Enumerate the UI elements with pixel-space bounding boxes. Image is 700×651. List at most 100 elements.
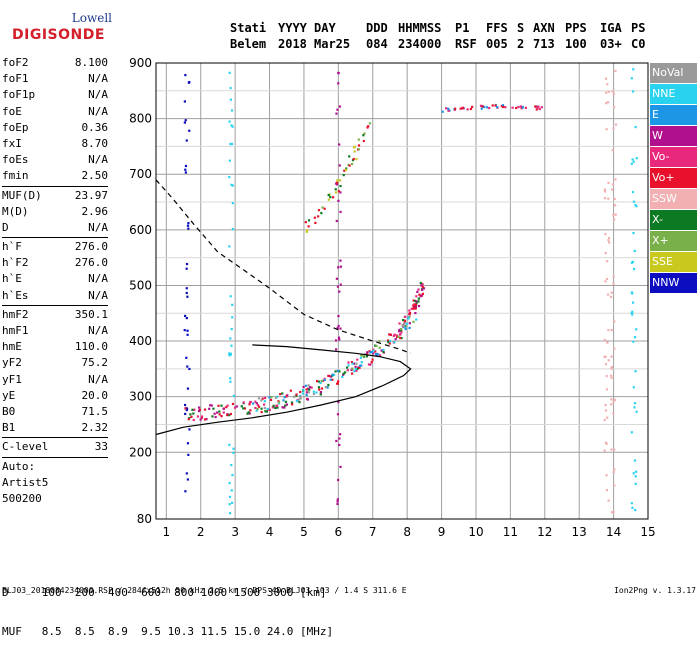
vo-trace-dot bbox=[226, 404, 229, 407]
interference-dot bbox=[613, 468, 616, 471]
multihop-echo-dot bbox=[317, 209, 321, 212]
x-trace-dot bbox=[320, 379, 323, 382]
interference-dot bbox=[229, 337, 232, 340]
vo-trace-dot bbox=[400, 337, 403, 340]
param-row: foE N/A bbox=[2, 104, 108, 120]
interference-dot bbox=[605, 489, 609, 492]
header-value-5: RSF bbox=[455, 37, 477, 51]
multihop-echo-dot bbox=[344, 168, 348, 171]
interference-dot bbox=[605, 388, 609, 391]
legend-item-ssw: SSW bbox=[650, 189, 697, 209]
x-tick-label: 14 bbox=[606, 525, 621, 539]
interference-dot bbox=[610, 291, 613, 294]
vo-trace-dot bbox=[257, 405, 261, 408]
multihop-echo-dot bbox=[348, 155, 351, 158]
vo-trace-dot bbox=[345, 366, 349, 369]
vo-trace-dot bbox=[275, 404, 278, 408]
x-trace-dot bbox=[255, 409, 258, 412]
header-value-4: 234000 bbox=[398, 37, 442, 51]
x-tick-label: 8 bbox=[403, 525, 411, 539]
interference-dot bbox=[634, 370, 637, 373]
y-tick-label: 600 bbox=[129, 223, 152, 237]
legend-item-nne: NNE bbox=[650, 84, 697, 104]
param-value: N/A bbox=[88, 288, 108, 302]
vo-trace-dot bbox=[222, 411, 225, 414]
interference-dot bbox=[228, 245, 231, 248]
spread-echo-dot bbox=[445, 107, 448, 110]
vo-trace-dot bbox=[308, 386, 312, 389]
x-trace-dot bbox=[407, 316, 410, 319]
vo-trace-dot bbox=[337, 380, 340, 383]
parameter-panel: foF2 8.100 foF1 N/A foF1p N/A foE N/A foEp 0.36 fx… bbox=[2, 55, 108, 507]
spread-echo-dot bbox=[519, 105, 522, 108]
interference-dot bbox=[632, 231, 635, 235]
spread-echo-dot bbox=[534, 105, 537, 108]
param-value: 33 bbox=[94, 440, 108, 454]
interference-dot bbox=[607, 236, 611, 240]
separator bbox=[2, 437, 108, 439]
param-name: yF1 bbox=[2, 372, 22, 386]
multihop-echo-dot bbox=[327, 194, 330, 197]
param-row: MUF(D) 23.97 bbox=[2, 188, 108, 204]
x-trace-dot bbox=[377, 353, 380, 356]
interference-dot bbox=[607, 197, 610, 200]
y-tick-label: 500 bbox=[129, 278, 152, 292]
interference-dot bbox=[186, 224, 190, 227]
vo-trace-dot bbox=[415, 300, 418, 303]
interference-dot bbox=[605, 474, 608, 477]
params-group-frequencies: foF2 8.100 foF1 N/A foF1p N/A foE N/A foEp 0.36 fx… bbox=[2, 55, 108, 185]
spread-echo-dot bbox=[501, 104, 505, 107]
header-value-0: Belem bbox=[230, 37, 267, 51]
interference-dot bbox=[230, 183, 233, 186]
multihop-echo-dot bbox=[351, 159, 355, 162]
vo-trace-dot bbox=[372, 352, 375, 355]
interference-dot bbox=[606, 341, 609, 344]
multihop-echo-dot bbox=[348, 164, 351, 167]
spread-echo-dot bbox=[504, 106, 507, 109]
vo-trace-dot bbox=[398, 322, 401, 325]
vo-trace-dot bbox=[327, 383, 330, 387]
x-trace-dot bbox=[375, 352, 378, 356]
param-value: 276.0 bbox=[74, 256, 108, 270]
x-trace-dot bbox=[353, 370, 356, 373]
spread-echo-dot bbox=[461, 106, 464, 109]
interference-dot bbox=[632, 200, 636, 203]
vo-trace-dot bbox=[389, 333, 392, 336]
multihop-echo-dot bbox=[342, 174, 345, 177]
param-value: 350.1 bbox=[74, 307, 108, 321]
interference-dot bbox=[630, 502, 633, 505]
x-trace-dot bbox=[304, 384, 308, 387]
param-name: foEp bbox=[2, 120, 29, 134]
interference-dot bbox=[607, 239, 610, 242]
params-group-heights: h`F 276.0 h`F2 276.0 h`E N/A h`Es N/A bbox=[2, 239, 108, 304]
vo-trace-dot bbox=[213, 412, 216, 415]
interference-dot bbox=[186, 329, 189, 332]
interference-dot bbox=[228, 352, 231, 355]
multihop-echo-dot bbox=[323, 207, 326, 210]
vo-trace-dot bbox=[342, 373, 345, 376]
spread-echo-dot bbox=[488, 106, 491, 110]
vo-trace-dot bbox=[398, 333, 402, 336]
x-tick-label: 6 bbox=[335, 525, 343, 539]
x-trace-dot bbox=[347, 364, 350, 367]
vo-trace-dot bbox=[289, 389, 292, 392]
interference-dot bbox=[631, 310, 634, 313]
vo-trace-dot bbox=[388, 342, 391, 345]
vo-trace-dot bbox=[281, 406, 284, 409]
spread-echo-dot bbox=[447, 107, 450, 110]
vo-trace-dot bbox=[198, 406, 201, 409]
vo-trace-dot bbox=[369, 363, 372, 366]
vo-trace-dot bbox=[319, 393, 322, 396]
interference-dot bbox=[632, 267, 636, 271]
param-name: foF1p bbox=[2, 88, 36, 102]
param-row: B1 2.32 bbox=[2, 420, 108, 436]
param-row: C-level 33 bbox=[2, 439, 108, 455]
spread-echo-dot bbox=[491, 104, 494, 107]
x-trace-dot bbox=[260, 399, 263, 402]
x-trace-dot bbox=[319, 381, 322, 384]
interference-dot bbox=[338, 338, 341, 341]
x-trace-dot bbox=[341, 375, 344, 379]
multihop-echo-dot bbox=[305, 230, 308, 233]
vo-trace-dot bbox=[284, 400, 288, 403]
param-value: 75.2 bbox=[81, 356, 109, 370]
